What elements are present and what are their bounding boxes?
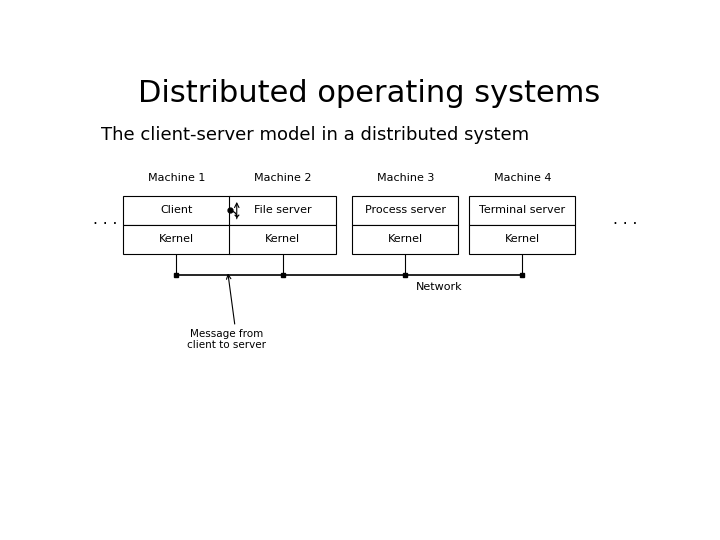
- Text: · · ·: · · ·: [94, 218, 118, 232]
- Text: Machine 3: Machine 3: [377, 173, 434, 183]
- Text: Kernel: Kernel: [265, 234, 300, 245]
- Text: Kernel: Kernel: [387, 234, 423, 245]
- Bar: [124, 225, 230, 254]
- Text: Kernel: Kernel: [505, 234, 540, 245]
- Text: Process server: Process server: [365, 205, 446, 215]
- Bar: [352, 225, 458, 254]
- Bar: [352, 196, 458, 225]
- Bar: [124, 196, 230, 225]
- Text: File server: File server: [253, 205, 311, 215]
- Bar: [469, 225, 575, 254]
- Text: Terminal server: Terminal server: [480, 205, 565, 215]
- Text: Client: Client: [161, 205, 193, 215]
- Text: Machine 1: Machine 1: [148, 173, 205, 183]
- Text: Distributed operating systems: Distributed operating systems: [138, 79, 600, 109]
- Text: Machine 2: Machine 2: [253, 173, 311, 183]
- Text: Message from
client to server: Message from client to server: [187, 329, 266, 350]
- FancyArrowPatch shape: [232, 211, 239, 217]
- Text: Kernel: Kernel: [159, 234, 194, 245]
- Text: Machine 4: Machine 4: [494, 173, 552, 183]
- Text: The client-server model in a distributed system: The client-server model in a distributed…: [101, 126, 529, 145]
- Bar: [469, 196, 575, 225]
- Bar: [230, 196, 336, 225]
- Text: Network: Network: [415, 282, 462, 292]
- Text: · · ·: · · ·: [613, 218, 638, 232]
- Bar: [230, 225, 336, 254]
